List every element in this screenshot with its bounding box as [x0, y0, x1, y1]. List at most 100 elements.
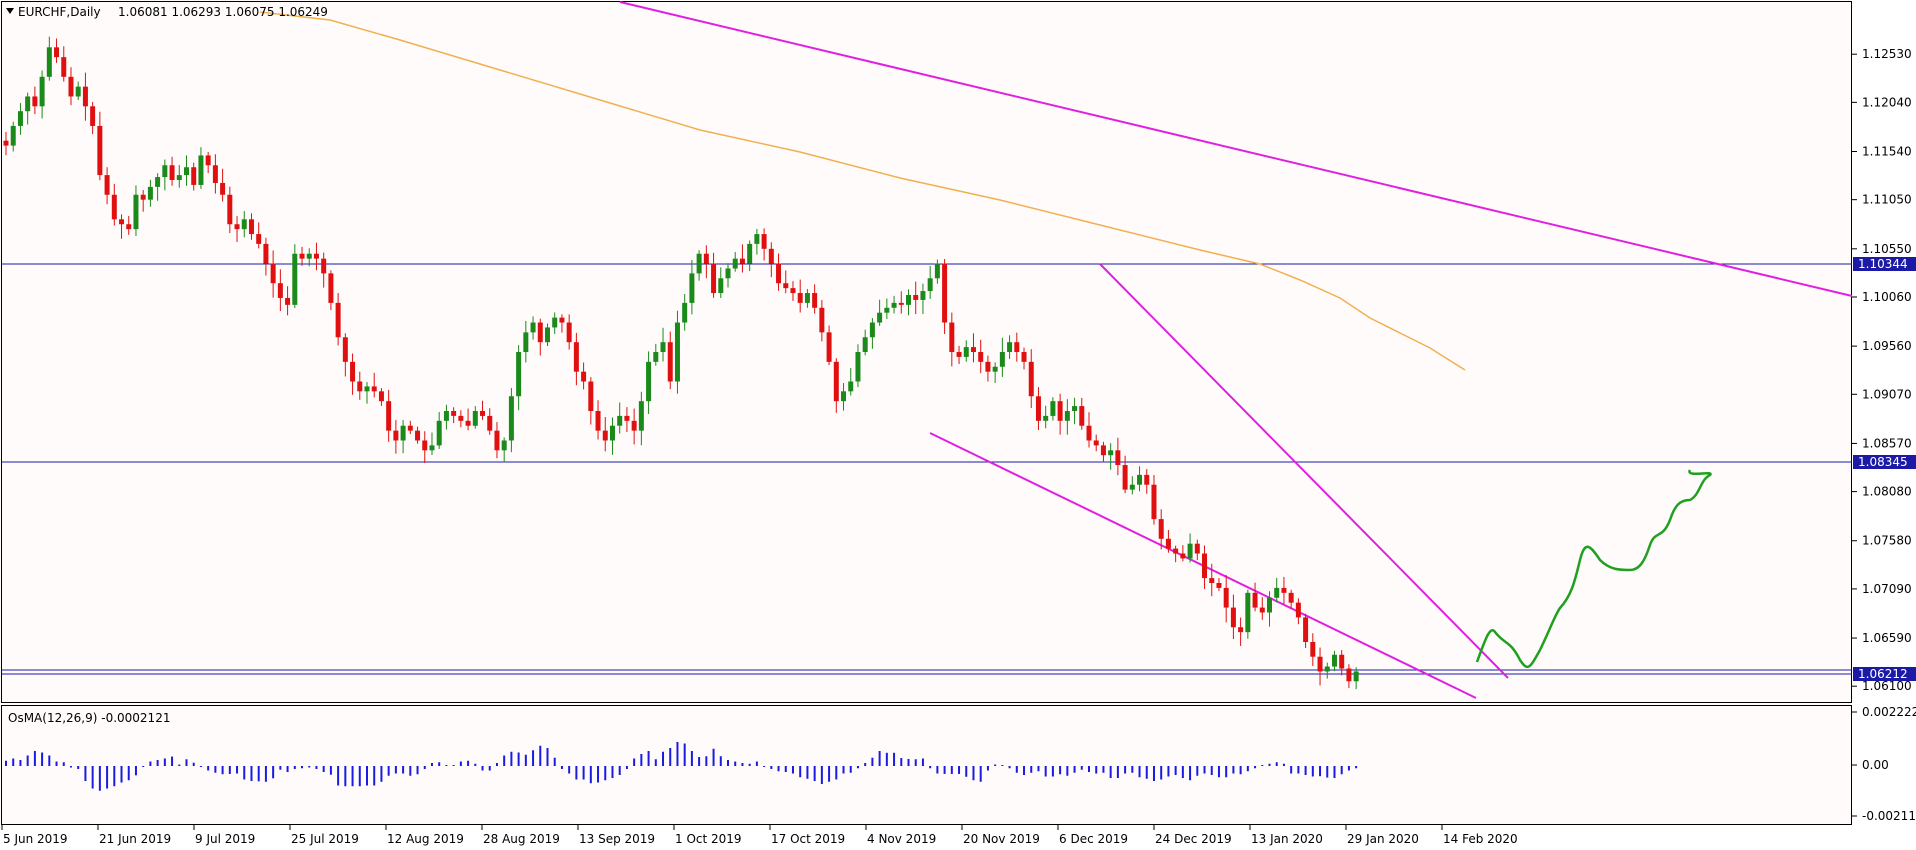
- candle-body: [559, 317, 565, 323]
- candle-body: [1050, 401, 1056, 416]
- candle-body: [783, 283, 789, 289]
- date-tick-label: 17 Oct 2019: [771, 832, 845, 846]
- candle-body: [335, 302, 341, 338]
- dropdown-triangle-icon[interactable]: [6, 8, 14, 14]
- indicator-tick-label: 0.00: [1862, 758, 1889, 772]
- candle-body: [393, 430, 399, 441]
- candle-body: [1122, 465, 1128, 490]
- candle-body: [61, 57, 67, 77]
- candle-body: [256, 234, 262, 244]
- date-tick-label: 13 Sep 2019: [579, 832, 655, 846]
- channel-upper-line[interactable]: [1099, 263, 1509, 679]
- candle-body: [1303, 617, 1309, 642]
- price-tick-label: 1.07580: [1862, 534, 1912, 548]
- candle-body: [1281, 587, 1287, 593]
- candle-body: [617, 415, 623, 426]
- candle-body: [573, 342, 579, 372]
- candle-body: [234, 224, 240, 230]
- candle-body: [371, 386, 377, 392]
- candle-body: [263, 243, 269, 264]
- candle-body: [631, 420, 637, 431]
- candle-body: [436, 420, 442, 446]
- candle-body: [10, 125, 16, 146]
- candle-body: [718, 278, 724, 294]
- candle-body: [516, 352, 522, 397]
- candle-body: [689, 273, 695, 303]
- candle-body: [32, 96, 38, 107]
- candle-body: [920, 291, 926, 300]
- candle-body: [1223, 587, 1229, 608]
- candle-body: [472, 410, 478, 426]
- candle-body: [804, 293, 810, 303]
- date-tick-label: 4 Nov 2019: [867, 832, 936, 846]
- date-tick-label: 12 Aug 2019: [387, 832, 464, 846]
- candle-body: [407, 425, 413, 431]
- candle-body: [480, 410, 486, 416]
- candle-body: [826, 332, 832, 362]
- date-tick-label: 6 Dec 2019: [1059, 832, 1128, 846]
- candle-body: [126, 224, 132, 230]
- candle-body: [725, 268, 731, 279]
- candle-body: [147, 186, 153, 200]
- candle-body: [198, 155, 204, 185]
- level-tag-resistance-text: 1.10344: [1858, 257, 1908, 271]
- projection-path: [1475, 469, 1712, 669]
- candle-body: [891, 302, 897, 308]
- candle-body: [949, 322, 955, 353]
- candle-body: [386, 401, 392, 431]
- candle-body: [1144, 474, 1150, 485]
- candle-body: [790, 288, 796, 294]
- candle-body: [451, 410, 457, 416]
- candle-body: [797, 293, 803, 303]
- candle-body: [415, 430, 421, 441]
- candle-body: [877, 312, 883, 323]
- candle-body: [1158, 519, 1164, 539]
- candle-body: [884, 307, 890, 313]
- candle-body: [357, 381, 363, 392]
- candle-body: [285, 297, 291, 305]
- candle-body: [1187, 543, 1193, 559]
- candle-body: [1310, 641, 1316, 657]
- price-tick-label: 1.10550: [1862, 242, 1912, 256]
- indicator-title: OsMA(12,26,9) -0.0002121: [8, 711, 170, 725]
- candle-body: [422, 440, 428, 451]
- osma-histogram: [5, 742, 1358, 791]
- price-tick-label: 1.07090: [1862, 582, 1912, 596]
- price-tick-label: 1.08570: [1862, 436, 1912, 450]
- candle-body: [1202, 553, 1208, 579]
- candle-body: [241, 219, 247, 230]
- candle-body: [812, 293, 818, 308]
- candle-body: [1324, 666, 1330, 672]
- candle-body: [364, 386, 370, 392]
- candle-body: [1252, 592, 1258, 608]
- candle-body: [1194, 543, 1200, 554]
- candle-body: [306, 253, 312, 259]
- candle-body: [1165, 538, 1171, 549]
- candle-body: [212, 165, 218, 183]
- candle-body: [1100, 445, 1106, 456]
- candle-body: [523, 332, 529, 353]
- candle-body: [682, 302, 688, 323]
- candle-body: [277, 283, 283, 298]
- candle-body: [768, 248, 774, 264]
- candle-body: [609, 425, 615, 441]
- candle-body: [1353, 671, 1359, 682]
- candle-body: [566, 322, 572, 343]
- candle-body: [934, 263, 940, 279]
- candle-body: [646, 361, 652, 402]
- date-tick-label: 5 Jun 2019: [3, 832, 68, 846]
- candle-body: [747, 243, 753, 264]
- candle-body: [162, 165, 168, 178]
- candle-body: [508, 396, 514, 441]
- candle-body: [588, 381, 594, 411]
- candle-body: [1295, 602, 1301, 618]
- candle-body: [638, 401, 644, 431]
- candle-body: [819, 307, 825, 333]
- candle-body: [191, 167, 197, 185]
- date-tick-label: 13 Jan 2020: [1251, 832, 1323, 846]
- candle-body: [711, 263, 717, 294]
- long-term-trendline[interactable]: [619, 1, 1853, 297]
- candle-body: [1072, 406, 1078, 411]
- candle-body: [530, 322, 536, 333]
